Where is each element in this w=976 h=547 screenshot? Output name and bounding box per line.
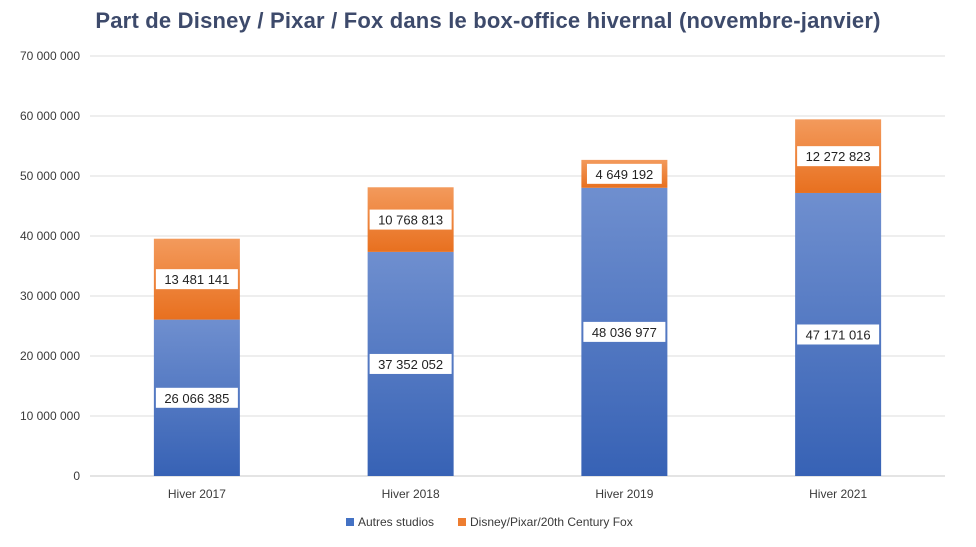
data-label-box xyxy=(797,146,880,167)
legend-swatch xyxy=(346,518,354,526)
bars xyxy=(153,119,882,476)
data-label: 10 768 813 xyxy=(378,213,443,228)
y-tick-label: 70 000 000 xyxy=(20,49,80,63)
chart-title: Part de Disney / Pixar / Fox dans le box… xyxy=(95,8,881,33)
data-label-box xyxy=(797,324,880,345)
data-labels: 26 066 385 13 481 141 37 352 052 10 768 813… xyxy=(155,146,880,408)
data-label: 37 352 052 xyxy=(378,357,443,372)
data-label: 13 481 141 xyxy=(164,272,229,287)
x-tick-label: Hiver 2017 xyxy=(168,487,226,501)
data-label: 4 649 192 xyxy=(595,167,653,182)
data-label: 48 036 977 xyxy=(592,325,657,340)
legend: Autres studios Disney/Pixar/20th Century … xyxy=(346,515,633,529)
x-axis-ticks: Hiver 2017 Hiver 2018 Hiver 2019 Hiver 2021 xyxy=(168,487,868,501)
data-label-box xyxy=(155,269,238,290)
data-label-box xyxy=(583,321,666,342)
data-label: 12 272 823 xyxy=(806,149,871,164)
data-label-box xyxy=(586,163,662,184)
data-label: 47 171 016 xyxy=(806,327,871,342)
legend-swatch xyxy=(458,518,466,526)
y-tick-label: 0 xyxy=(73,469,80,483)
data-label: 26 066 385 xyxy=(164,391,229,406)
x-tick-label: Hiver 2018 xyxy=(382,487,440,501)
data-label-box xyxy=(155,387,238,408)
y-tick-label: 40 000 000 xyxy=(20,229,80,243)
y-axis-ticks: 0 10 000 000 20 000 000 30 000 000 40 000 00… xyxy=(20,49,80,483)
data-label-box xyxy=(369,209,452,230)
data-label-box xyxy=(369,353,452,374)
x-tick-label: Hiver 2019 xyxy=(595,487,653,501)
y-tick-label: 30 000 000 xyxy=(20,289,80,303)
y-tick-label: 10 000 000 xyxy=(20,409,80,423)
y-tick-label: 50 000 000 xyxy=(20,169,80,183)
legend-label: Autres studios xyxy=(358,515,434,529)
legend-label: Disney/Pixar/20th Century Fox xyxy=(470,515,633,529)
y-tick-label: 60 000 000 xyxy=(20,109,80,123)
y-tick-label: 20 000 000 xyxy=(20,349,80,363)
x-tick-label: Hiver 2021 xyxy=(809,487,867,501)
